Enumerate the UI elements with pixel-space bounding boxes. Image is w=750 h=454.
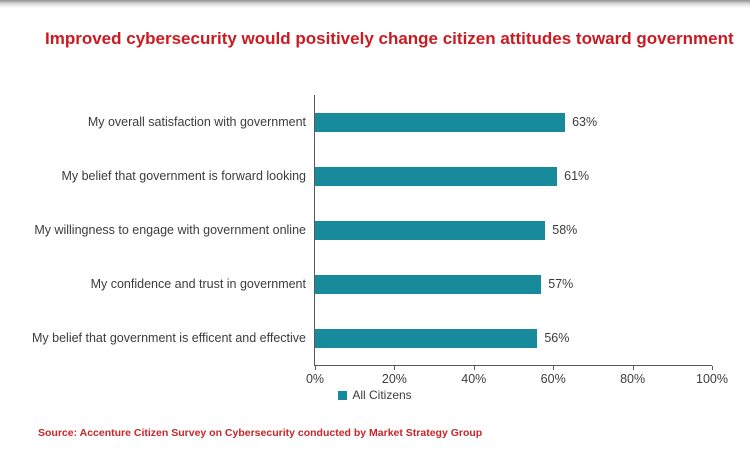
x-axis-tick [632, 366, 634, 370]
legend: All Citizens [0, 388, 750, 402]
chart-title: Improved cybersecurity would positively … [45, 29, 734, 48]
x-axis-tick [553, 366, 555, 370]
x-axis-tick-label: 60% [540, 372, 566, 386]
value-label: 58% [552, 223, 578, 237]
x-axis-tick [394, 366, 396, 370]
category-label: My belief that government is forward loo… [61, 169, 306, 183]
category-label: My confidence and trust in government [90, 277, 306, 291]
x-axis-tick [315, 366, 316, 370]
value-label: 63% [572, 115, 598, 129]
legend-label: All Citizens [352, 388, 412, 402]
value-label: 57% [548, 277, 574, 291]
bar [315, 166, 558, 186]
plot-area: My overall satisfaction with government 6… [32, 95, 728, 386]
category-label: My belief that government is efficent an… [32, 331, 306, 345]
category-label: My willingness to engage with government… [34, 223, 306, 237]
x-axis-tick-label: 20% [381, 372, 407, 386]
value-label: 61% [564, 169, 590, 183]
bar [315, 220, 546, 240]
source-note: Source: Accenture Citizen Survey on Cybe… [38, 427, 483, 439]
bar [315, 112, 566, 132]
bar [315, 328, 538, 348]
x-axis-tick-label: 40% [461, 372, 487, 386]
x-axis-tick [712, 366, 713, 370]
x-axis-tick [473, 366, 475, 370]
x-axis-tick-label: 100% [696, 372, 728, 386]
value-label: 56% [544, 331, 570, 345]
legend-swatch-icon [338, 390, 348, 400]
category-label: My overall satisfaction with government [87, 115, 306, 129]
top-edge-shadow [0, 0, 750, 8]
x-axis-tick-label: 0% [305, 372, 325, 386]
bar [315, 274, 542, 294]
x-axis-tick-label: 80% [620, 372, 646, 386]
